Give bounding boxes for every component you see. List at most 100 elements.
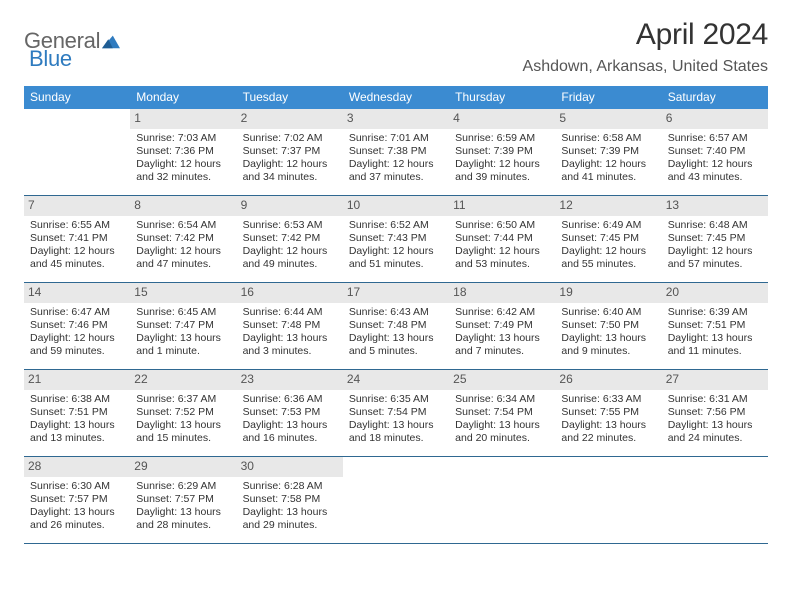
day-number: 5 bbox=[555, 109, 661, 129]
sunset-label: Sunset: 7:48 PM bbox=[243, 319, 337, 332]
day-cell bbox=[24, 109, 130, 195]
daylight1-label: Daylight: 12 hours bbox=[243, 245, 337, 258]
sunset-label: Sunset: 7:43 PM bbox=[349, 232, 443, 245]
weeks-container: 1Sunrise: 7:03 AMSunset: 7:36 PMDaylight… bbox=[24, 109, 768, 544]
daylight2-label: and 51 minutes. bbox=[349, 258, 443, 271]
sunrise-label: Sunrise: 6:36 AM bbox=[243, 393, 337, 406]
day-cell: 5Sunrise: 6:58 AMSunset: 7:39 PMDaylight… bbox=[555, 109, 661, 195]
daylight2-label: and 34 minutes. bbox=[243, 171, 337, 184]
day-cell: 29Sunrise: 6:29 AMSunset: 7:57 PMDayligh… bbox=[130, 457, 236, 543]
day-number: 3 bbox=[343, 109, 449, 129]
day-cell bbox=[555, 457, 661, 543]
sunset-label: Sunset: 7:42 PM bbox=[243, 232, 337, 245]
daylight1-label: Daylight: 12 hours bbox=[455, 245, 549, 258]
daylight1-label: Daylight: 12 hours bbox=[349, 245, 443, 258]
sunrise-label: Sunrise: 6:35 AM bbox=[349, 393, 443, 406]
day-cell: 18Sunrise: 6:42 AMSunset: 7:49 PMDayligh… bbox=[449, 283, 555, 369]
day-cell: 20Sunrise: 6:39 AMSunset: 7:51 PMDayligh… bbox=[662, 283, 768, 369]
sunset-label: Sunset: 7:54 PM bbox=[349, 406, 443, 419]
day-number: 2 bbox=[237, 109, 343, 129]
daylight2-label: and 26 minutes. bbox=[30, 519, 124, 532]
daylight1-label: Daylight: 13 hours bbox=[30, 419, 124, 432]
day-number: 4 bbox=[449, 109, 555, 129]
daylight1-label: Daylight: 13 hours bbox=[349, 332, 443, 345]
sunrise-label: Sunrise: 6:28 AM bbox=[243, 480, 337, 493]
daylight1-label: Daylight: 13 hours bbox=[136, 506, 230, 519]
day-number: 23 bbox=[237, 370, 343, 390]
daylight2-label: and 22 minutes. bbox=[561, 432, 655, 445]
sunrise-label: Sunrise: 6:58 AM bbox=[561, 132, 655, 145]
week-row: 1Sunrise: 7:03 AMSunset: 7:36 PMDaylight… bbox=[24, 109, 768, 196]
sunrise-label: Sunrise: 6:31 AM bbox=[668, 393, 762, 406]
day-number: 11 bbox=[449, 196, 555, 216]
day-number: 1 bbox=[130, 109, 236, 129]
day-number: 15 bbox=[130, 283, 236, 303]
sunrise-label: Sunrise: 6:53 AM bbox=[243, 219, 337, 232]
day-number: 28 bbox=[24, 457, 130, 477]
day-cell: 12Sunrise: 6:49 AMSunset: 7:45 PMDayligh… bbox=[555, 196, 661, 282]
title-block: April 2024 Ashdown, Arkansas, United Sta… bbox=[523, 18, 768, 76]
week-row: 28Sunrise: 6:30 AMSunset: 7:57 PMDayligh… bbox=[24, 457, 768, 544]
sunrise-label: Sunrise: 6:44 AM bbox=[243, 306, 337, 319]
day-cell: 26Sunrise: 6:33 AMSunset: 7:55 PMDayligh… bbox=[555, 370, 661, 456]
brand-part2: Blue bbox=[29, 46, 72, 71]
daylight1-label: Daylight: 13 hours bbox=[30, 506, 124, 519]
day-cell: 6Sunrise: 6:57 AMSunset: 7:40 PMDaylight… bbox=[662, 109, 768, 195]
day-number: 30 bbox=[237, 457, 343, 477]
sunrise-label: Sunrise: 6:43 AM bbox=[349, 306, 443, 319]
sunset-label: Sunset: 7:37 PM bbox=[243, 145, 337, 158]
brand-part2-wrap: Blue bbox=[28, 46, 72, 72]
day-number: 10 bbox=[343, 196, 449, 216]
daylight2-label: and 18 minutes. bbox=[349, 432, 443, 445]
day-cell bbox=[662, 457, 768, 543]
sunrise-label: Sunrise: 7:01 AM bbox=[349, 132, 443, 145]
sunset-label: Sunset: 7:40 PM bbox=[668, 145, 762, 158]
daylight1-label: Daylight: 12 hours bbox=[668, 158, 762, 171]
week-row: 7Sunrise: 6:55 AMSunset: 7:41 PMDaylight… bbox=[24, 196, 768, 283]
daylight2-label: and 1 minute. bbox=[136, 345, 230, 358]
sunset-label: Sunset: 7:51 PM bbox=[30, 406, 124, 419]
daylight1-label: Daylight: 12 hours bbox=[561, 245, 655, 258]
day-number: 18 bbox=[449, 283, 555, 303]
sunrise-label: Sunrise: 6:45 AM bbox=[136, 306, 230, 319]
day-cell: 13Sunrise: 6:48 AMSunset: 7:45 PMDayligh… bbox=[662, 196, 768, 282]
day-cell: 17Sunrise: 6:43 AMSunset: 7:48 PMDayligh… bbox=[343, 283, 449, 369]
daylight2-label: and 3 minutes. bbox=[243, 345, 337, 358]
sunset-label: Sunset: 7:55 PM bbox=[561, 406, 655, 419]
day-number: 13 bbox=[662, 196, 768, 216]
day-cell: 27Sunrise: 6:31 AMSunset: 7:56 PMDayligh… bbox=[662, 370, 768, 456]
day-cell: 8Sunrise: 6:54 AMSunset: 7:42 PMDaylight… bbox=[130, 196, 236, 282]
day-number: 16 bbox=[237, 283, 343, 303]
daylight1-label: Daylight: 12 hours bbox=[243, 158, 337, 171]
sunset-label: Sunset: 7:49 PM bbox=[455, 319, 549, 332]
daylight1-label: Daylight: 12 hours bbox=[668, 245, 762, 258]
calendar-grid: Sunday Monday Tuesday Wednesday Thursday… bbox=[24, 86, 768, 544]
daylight2-label: and 39 minutes. bbox=[455, 171, 549, 184]
sunset-label: Sunset: 7:51 PM bbox=[668, 319, 762, 332]
day-cell: 23Sunrise: 6:36 AMSunset: 7:53 PMDayligh… bbox=[237, 370, 343, 456]
daylight2-label: and 16 minutes. bbox=[243, 432, 337, 445]
sunrise-label: Sunrise: 7:03 AM bbox=[136, 132, 230, 145]
weekday-tuesday: Tuesday bbox=[237, 86, 343, 109]
day-number: 22 bbox=[130, 370, 236, 390]
sunset-label: Sunset: 7:45 PM bbox=[668, 232, 762, 245]
daylight1-label: Daylight: 12 hours bbox=[136, 158, 230, 171]
daylight1-label: Daylight: 13 hours bbox=[243, 419, 337, 432]
sunrise-label: Sunrise: 6:37 AM bbox=[136, 393, 230, 406]
day-number: 7 bbox=[24, 196, 130, 216]
day-number: 8 bbox=[130, 196, 236, 216]
day-cell: 22Sunrise: 6:37 AMSunset: 7:52 PMDayligh… bbox=[130, 370, 236, 456]
daylight2-label: and 20 minutes. bbox=[455, 432, 549, 445]
day-cell: 19Sunrise: 6:40 AMSunset: 7:50 PMDayligh… bbox=[555, 283, 661, 369]
sunset-label: Sunset: 7:45 PM bbox=[561, 232, 655, 245]
sunrise-label: Sunrise: 6:52 AM bbox=[349, 219, 443, 232]
calendar-page: General April 2024 Ashdown, Arkansas, Un… bbox=[0, 0, 792, 612]
daylight1-label: Daylight: 13 hours bbox=[243, 332, 337, 345]
sunset-label: Sunset: 7:41 PM bbox=[30, 232, 124, 245]
day-number: 24 bbox=[343, 370, 449, 390]
day-number: 19 bbox=[555, 283, 661, 303]
sunset-label: Sunset: 7:57 PM bbox=[136, 493, 230, 506]
day-number: 27 bbox=[662, 370, 768, 390]
month-title: April 2024 bbox=[523, 18, 768, 52]
sunrise-label: Sunrise: 6:33 AM bbox=[561, 393, 655, 406]
